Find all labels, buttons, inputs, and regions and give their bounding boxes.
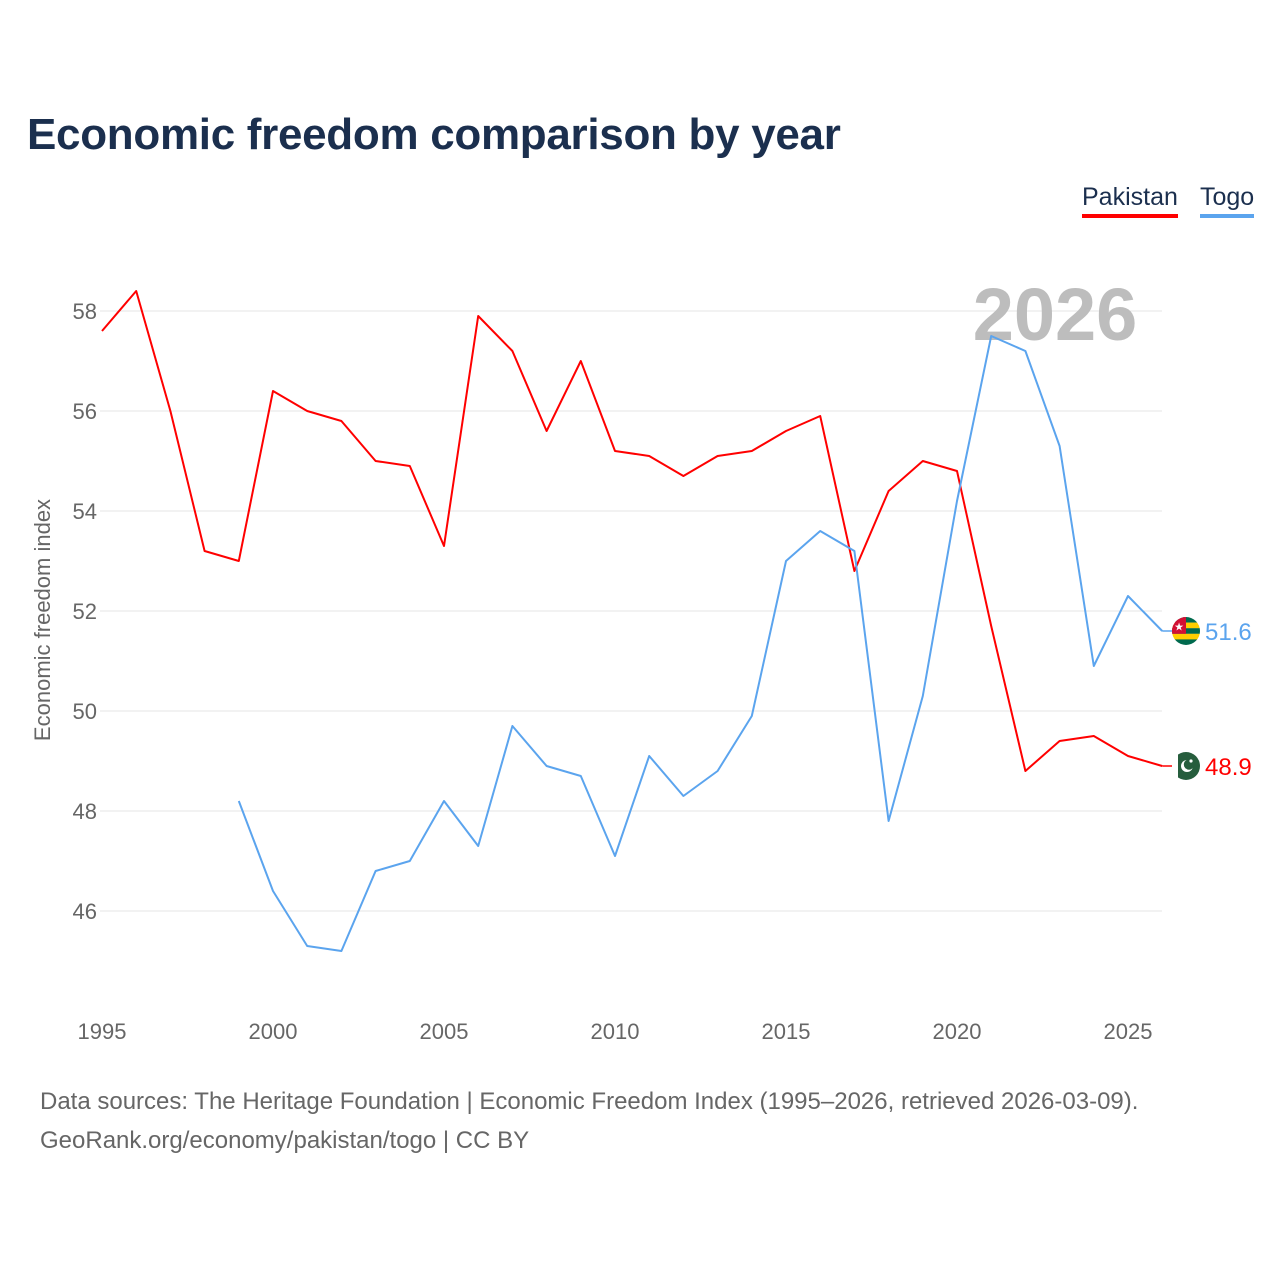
crescent-cut (1183, 759, 1195, 770)
star (1189, 759, 1193, 763)
togo-flag-icon: ★ (1172, 617, 1200, 645)
x-tick-label: 1995 (78, 1019, 127, 1044)
y-tick-label: 48 (73, 799, 97, 824)
series-line-pakistan (101, 290, 1163, 772)
flag-body: ★ (1172, 617, 1200, 645)
y-tick-label: 52 (73, 599, 97, 624)
y-tick-label: 58 (73, 299, 97, 324)
y-axis-label: Economic freedom index (30, 499, 55, 741)
pakistan-flag-icon (1172, 752, 1200, 780)
y-tick-label: 50 (73, 699, 97, 724)
footer-credit: GeoRank.org/economy/pakistan/togo | CC B… (40, 1127, 530, 1154)
series-line-togo (237, 335, 1163, 952)
current-year-watermark: 2026 (973, 273, 1138, 356)
end-value-label: 51.6 (1205, 619, 1252, 646)
end-value-label: 48.9 (1205, 754, 1252, 781)
x-tick-label: 2010 (591, 1019, 640, 1044)
x-tick-label: 2020 (933, 1019, 982, 1044)
x-tick-label: 2005 (420, 1019, 469, 1044)
footer-sources: Data sources: The Heritage Foundation | … (40, 1088, 1139, 1115)
chart-title: Economic freedom comparison by year (27, 110, 841, 159)
x-tick-label: 2025 (1104, 1019, 1153, 1044)
legend-item-pakistan[interactable]: Pakistan (1082, 183, 1178, 218)
legend-item-togo[interactable]: Togo (1200, 183, 1255, 218)
x-tick-label: 2000 (249, 1019, 298, 1044)
flag-stripe (1172, 633, 1200, 640)
flag-stripe (1172, 639, 1200, 645)
y-tick-label: 56 (73, 399, 97, 424)
y-tick-label: 46 (73, 899, 97, 924)
star: ★ (1174, 622, 1184, 634)
flag-stripe (1172, 752, 1178, 780)
x-tick-label: 2015 (762, 1019, 811, 1044)
y-tick-label: 54 (73, 499, 97, 524)
